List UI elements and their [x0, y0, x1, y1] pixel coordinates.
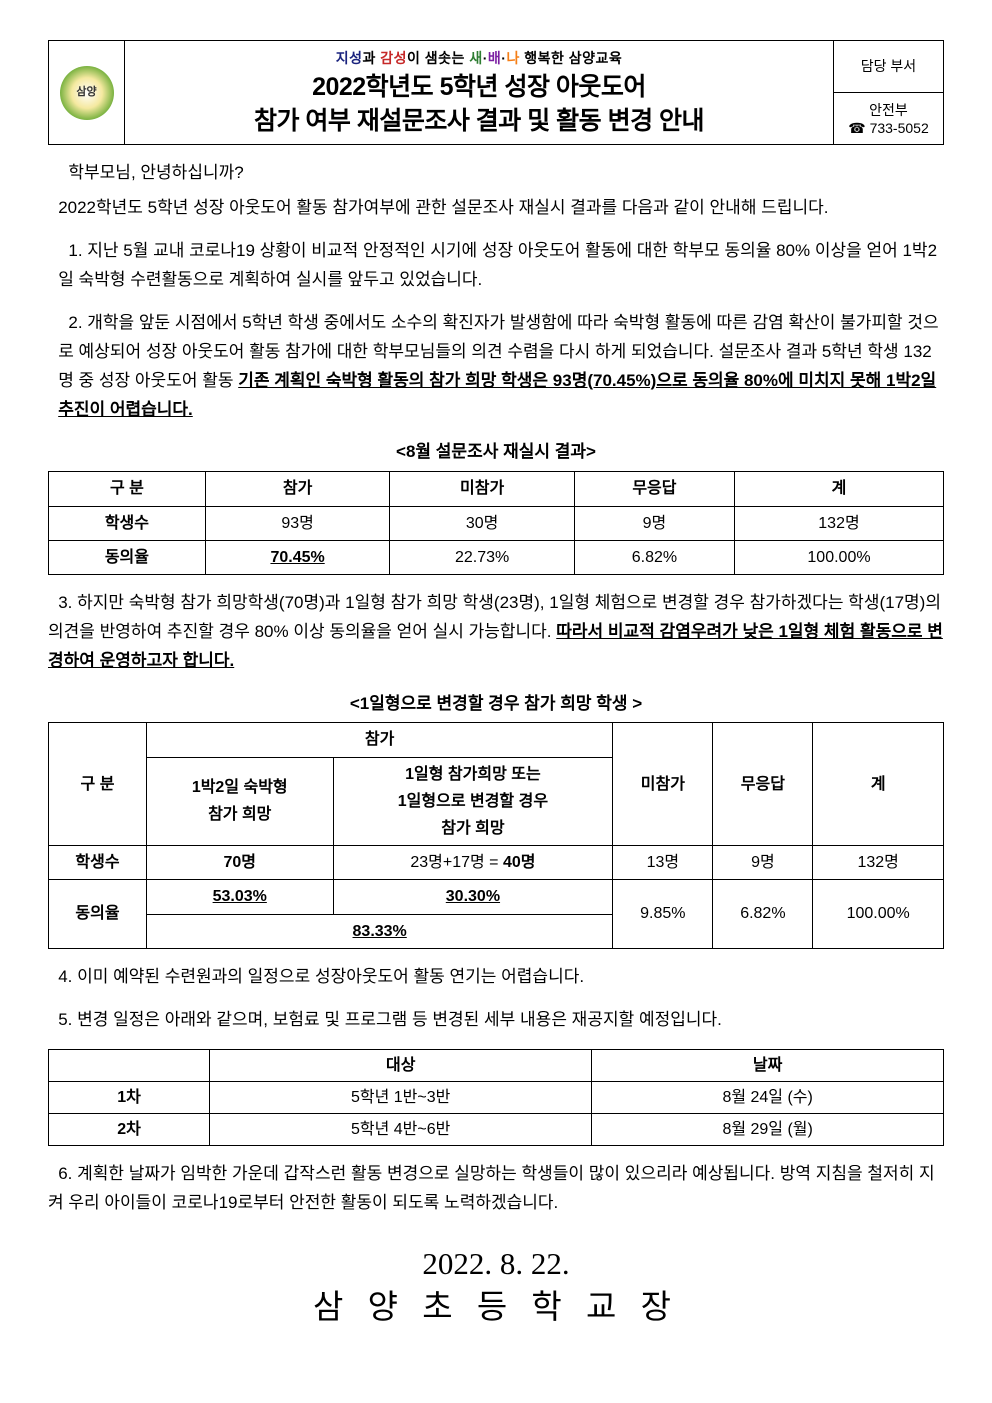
school-principal: 삼 양 초 등 학 교 장: [48, 1285, 944, 1331]
table-row: 학생수 93명 30명 9명 132명: [49, 506, 944, 540]
header-center: 지성과 감성이 샘솟는 새·배·나 행복한 삼양교육 2022학년도 5학년 성…: [125, 41, 833, 144]
table-row: 1차 5학년 1반~3반 8월 24일 (수): [49, 1081, 944, 1113]
th-noresponse: 무응답: [574, 472, 734, 506]
date-line: 2022. 8. 22.: [48, 1242, 944, 1285]
oneday-table: 구 분 참가 미참가 무응답 계 1박2일 숙박형 참가 희망 1일형 참가희망…: [48, 722, 944, 948]
table-row: 학생수 70명 23명+17명 = 40명 13명 9명 132명: [49, 846, 944, 880]
paragraph-6: 6. 계획한 날짜가 임박한 가운데 갑작스런 활동 변경으로 실망하는 학생들…: [48, 1160, 944, 1218]
schedule-table: 대상 날짜 1차 5학년 1반~3반 8월 24일 (수) 2차 5학년 4반~…: [48, 1049, 944, 1147]
paragraph-4: 4. 이미 예약된 수련원과의 일정으로 성장아웃도어 활동 연기는 어렵습니다…: [48, 963, 944, 992]
school-logo: 삼양: [60, 66, 114, 120]
paragraph-1: 1. 지난 5월 교내 코로나19 상황이 비교적 안정적인 시기에 성장 아웃…: [58, 237, 944, 295]
table-row: 구 분 참가 미참가 무응답 계: [49, 472, 944, 506]
footer-date-block: 2022. 8. 22. 삼 양 초 등 학 교 장: [48, 1242, 944, 1332]
table1-caption: <8월 설문조사 재실시 결과>: [48, 438, 944, 467]
table-row: 동의율 70.45% 22.73% 6.82% 100.00%: [49, 540, 944, 574]
th-gubun: 구 분: [49, 472, 206, 506]
paragraph-5: 5. 변경 일정은 아래와 같으며, 보험료 및 프로그램 등 변경된 세부 내…: [48, 1006, 944, 1035]
survey-result-table: 구 분 참가 미참가 무응답 계 학생수 93명 30명 9명 132명 동의율…: [48, 471, 944, 575]
header-logo-cell: 삼양: [49, 41, 125, 144]
table-row: 대상 날짜: [49, 1049, 944, 1081]
table-row: 2차 5학년 4반~6반 8월 29일 (월): [49, 1113, 944, 1145]
th-total: 계: [734, 472, 943, 506]
paragraph-3: 3. 하지만 숙박형 참가 희망학생(70명)과 1일형 참가 희망 학생(23…: [48, 589, 944, 676]
paragraph-2: 2. 개학을 앞둔 시점에서 5학년 학생 중에서도 소수의 확진자가 발생함에…: [58, 309, 944, 425]
document-title: 2022학년도 5학년 성장 아웃도어 참가 여부 재설문조사 결과 및 활동 …: [133, 71, 825, 139]
intro-paragraph: 2022학년도 5학년 성장 아웃도어 활동 참가여부에 관한 설문조사 재실시…: [48, 194, 944, 223]
table-row: 구 분 참가 미참가 무응답 계: [49, 723, 944, 757]
th-noparticipate: 미참가: [390, 472, 575, 506]
dept-label: 담당 부서: [834, 41, 943, 92]
header-right: 담당 부서 안전부 ☎ 733-5052: [833, 41, 943, 144]
table2-caption: <1일형으로 변경할 경우 참가 희망 학생 >: [48, 690, 944, 719]
th-participate: 참가: [205, 472, 390, 506]
logo-text: 삼양: [76, 83, 96, 102]
header-tagline: 지성과 감성이 샘솟는 새·배·나 행복한 삼양교육: [133, 47, 825, 71]
table-row: 동의율 53.03% 30.30% 9.85% 6.82% 100.00%: [49, 880, 944, 914]
dept-value: 안전부 ☎ 733-5052: [834, 92, 943, 144]
greeting: 학부모님, 안녕하십니까?: [48, 159, 944, 188]
header-box: 삼양 지성과 감성이 샘솟는 새·배·나 행복한 삼양교육 2022학년도 5학…: [48, 40, 944, 145]
